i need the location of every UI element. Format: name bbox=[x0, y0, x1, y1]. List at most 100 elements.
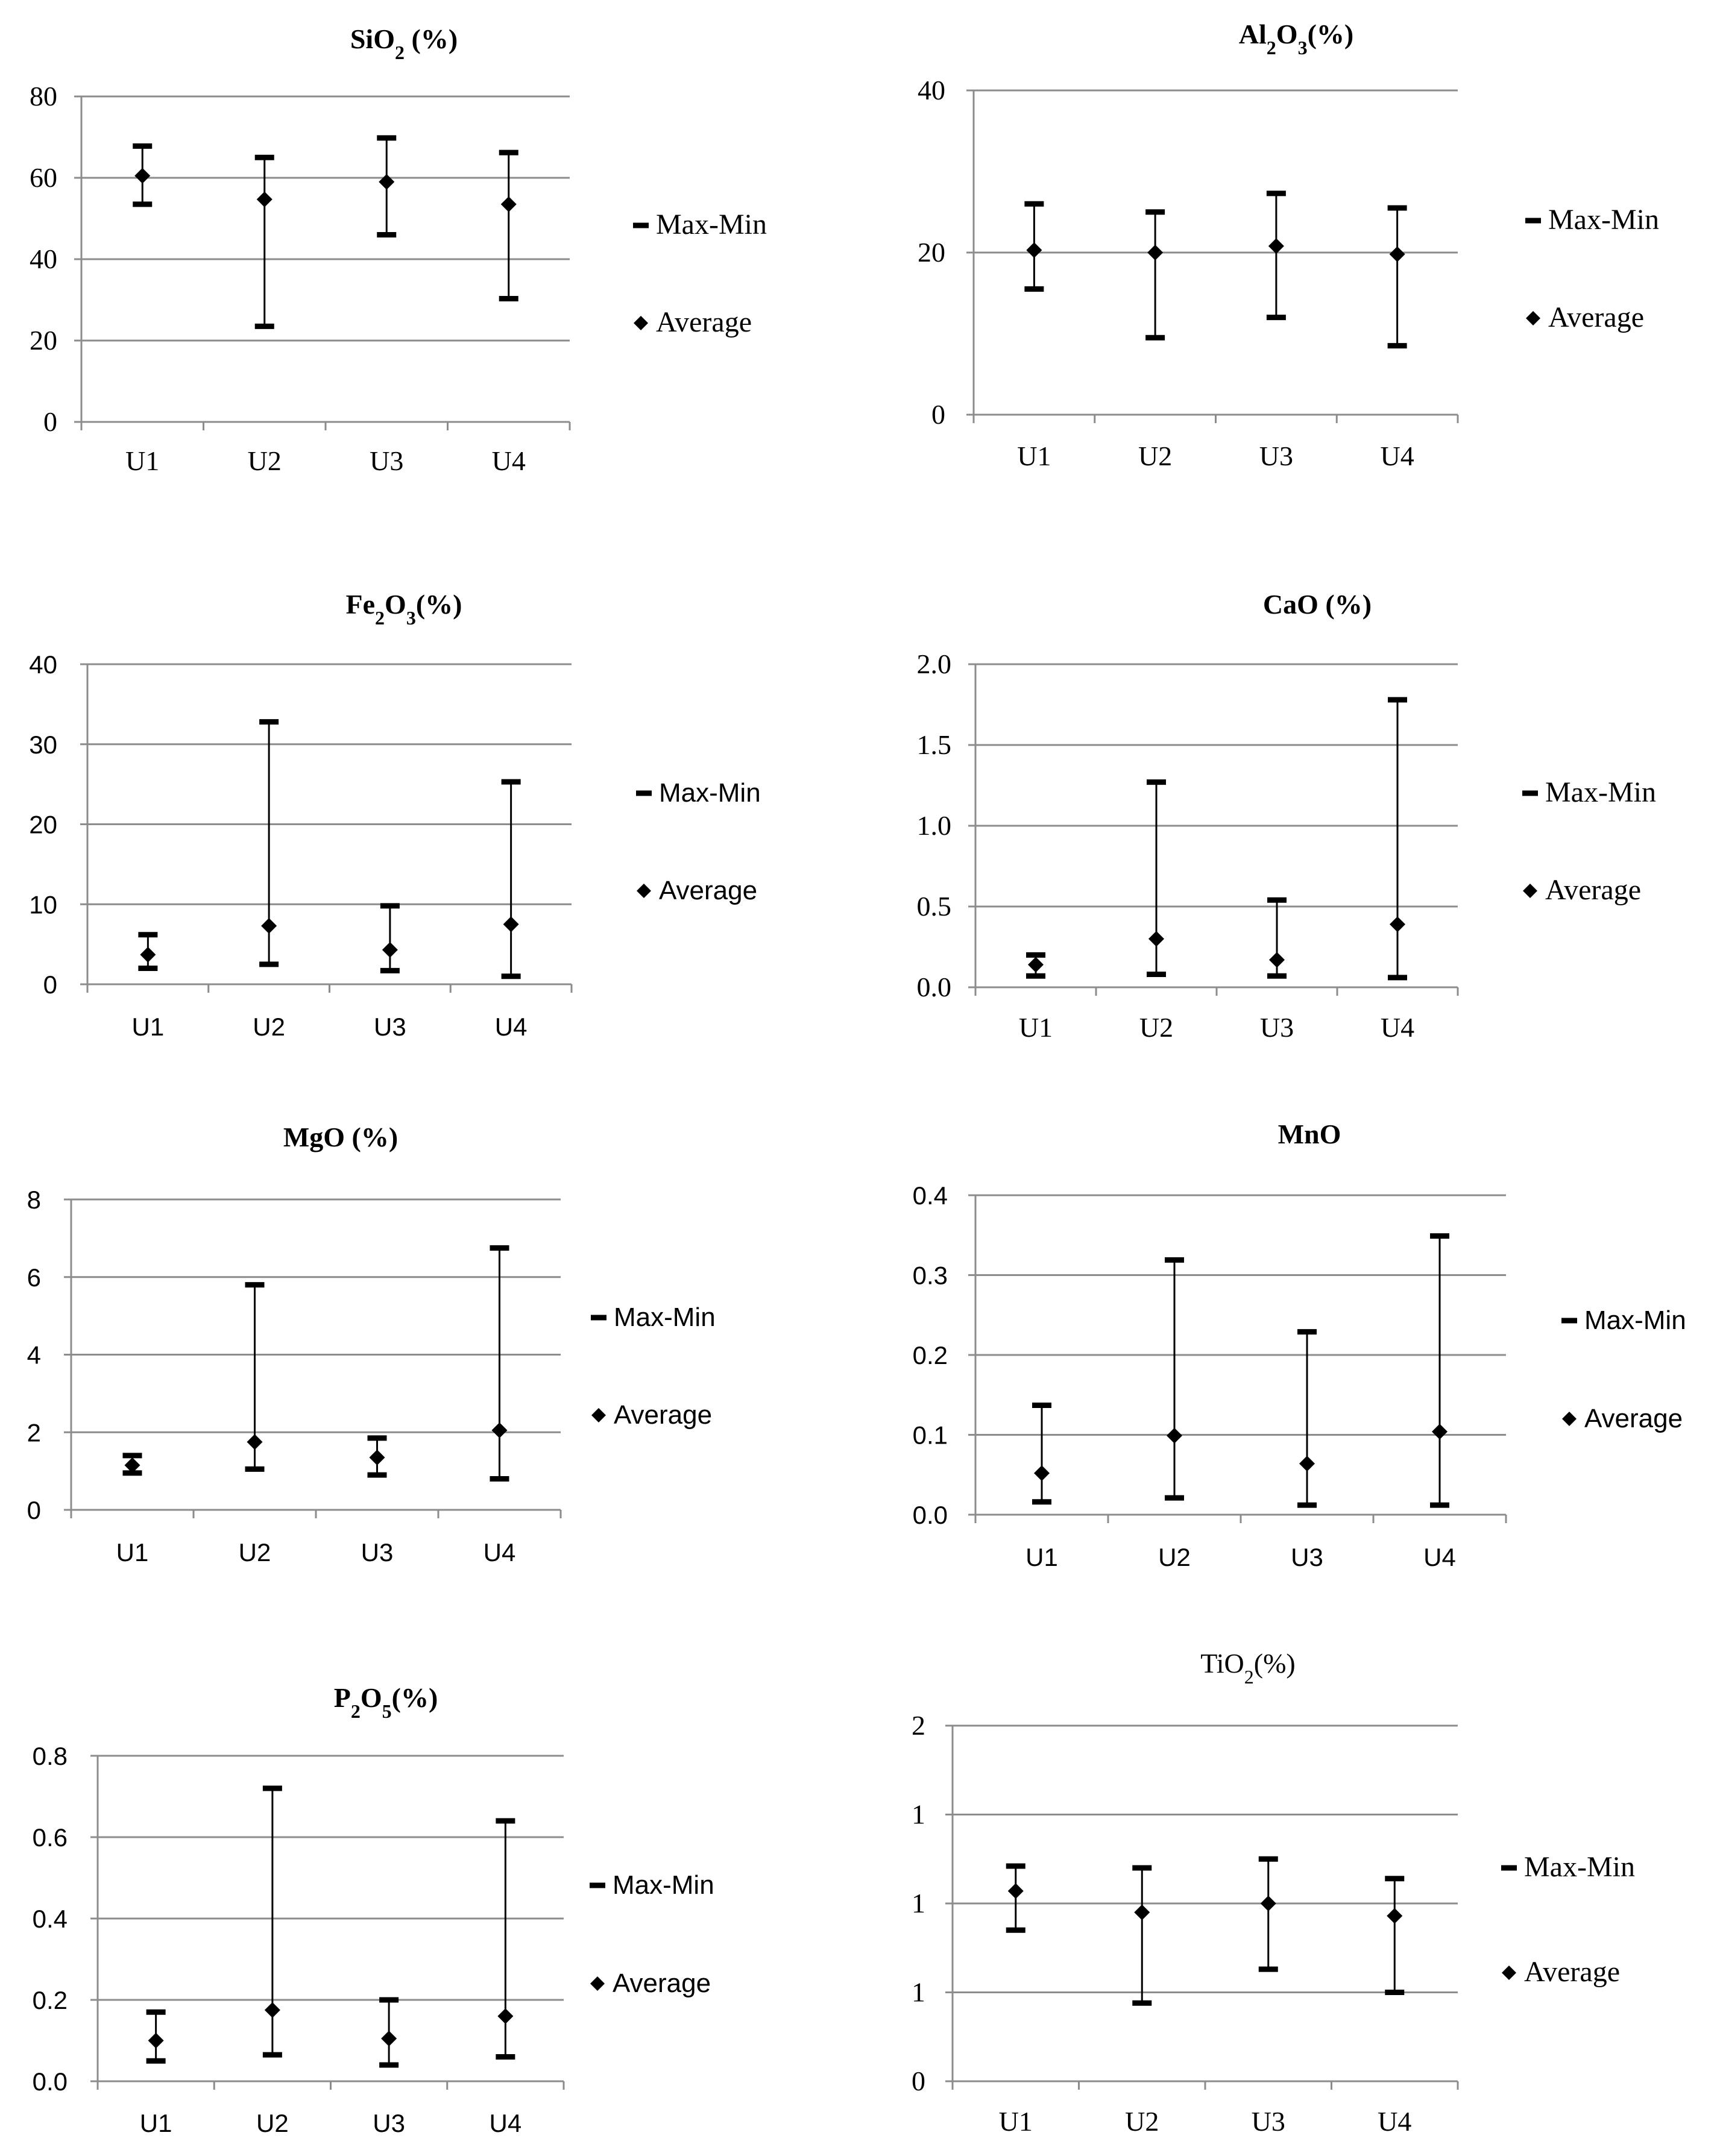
x-tick-label: U4 bbox=[484, 1538, 516, 1567]
x-tick-label: U3 bbox=[1291, 1543, 1323, 1571]
legend-average-symbol bbox=[590, 1976, 605, 1991]
y-tick-label: 0 bbox=[43, 406, 57, 437]
x-tick-label: U3 bbox=[370, 445, 403, 476]
chart-title: MnO bbox=[1278, 1119, 1341, 1149]
average-marker-u2 bbox=[1148, 931, 1164, 947]
legend-average-symbol bbox=[637, 884, 651, 898]
legend-max-min-label: Max-Min bbox=[656, 209, 767, 240]
y-tick-label: 6 bbox=[27, 1263, 41, 1292]
legend-max-min-label: Max-Min bbox=[1548, 204, 1659, 236]
legend-average-symbol bbox=[634, 316, 648, 330]
y-tick-label: 0 bbox=[912, 2066, 925, 2096]
y-tick-label: 40 bbox=[30, 244, 57, 274]
legend-average-label: Average bbox=[1524, 1956, 1620, 1988]
x-tick-label: U4 bbox=[1423, 1543, 1456, 1571]
x-tick-label: U3 bbox=[373, 2109, 405, 2137]
y-tick-label: 60 bbox=[30, 162, 57, 193]
legend-average-label: Average bbox=[659, 876, 757, 905]
x-tick-label: U3 bbox=[1252, 2106, 1285, 2137]
y-tick-label: 0.4 bbox=[913, 1181, 948, 1210]
average-marker-u1 bbox=[1034, 1465, 1050, 1482]
chart-panel-5: MgO (%) 0 2 4 6 8 U1 U2 U3 U4 Max-Min Average bbox=[27, 1122, 716, 1567]
average-marker-u1 bbox=[148, 2032, 164, 2049]
legend: Max-Min Average bbox=[633, 209, 767, 338]
y-tick-label: 0.2 bbox=[913, 1341, 948, 1369]
legend-average-label: Average bbox=[613, 1969, 711, 1998]
average-marker-u4 bbox=[1389, 246, 1405, 262]
chart-panel-6: MnO 0.0 0.1 0.2 0.3 0.4 U1 U2 U3 U4 Max-Min Average bbox=[913, 1119, 1686, 1571]
chart-title: TiO2(%) bbox=[1200, 1648, 1295, 1688]
y-tick-label: 20 bbox=[30, 325, 57, 356]
legend-average-label: Average bbox=[1548, 301, 1644, 333]
x-tick-label: U1 bbox=[140, 2109, 172, 2137]
y-tick-label: 40 bbox=[918, 75, 945, 105]
average-marker-u1 bbox=[1007, 1883, 1024, 1899]
y-tick-label: 10 bbox=[29, 890, 57, 919]
x-tick-label: U1 bbox=[125, 445, 159, 476]
x-tick-label: U1 bbox=[1017, 441, 1051, 471]
chart-title: MgO (%) bbox=[283, 1122, 398, 1152]
x-tick-label: U2 bbox=[1125, 2106, 1159, 2137]
average-marker-u2 bbox=[256, 191, 273, 207]
x-tick-label: U4 bbox=[490, 2109, 522, 2137]
chart-panel-8: TiO2(%) 0 1 1 1 2 U1 U2 U3 U4 Max-Min Average bbox=[912, 1648, 1635, 2137]
x-tick-label: U2 bbox=[256, 2109, 289, 2137]
average-marker-u4 bbox=[1390, 916, 1405, 932]
legend: Max-Min Average bbox=[1501, 1851, 1635, 1988]
y-tick-label: 0 bbox=[931, 399, 945, 430]
y-tick-label: 4 bbox=[27, 1341, 41, 1369]
legend-max-min-label: Max-Min bbox=[1524, 1851, 1635, 1883]
y-tick-label: 2.0 bbox=[917, 649, 952, 679]
x-tick-label: U2 bbox=[1158, 1543, 1191, 1571]
legend-max-min-label: Max-Min bbox=[613, 1870, 714, 1900]
x-tick-label: U4 bbox=[492, 445, 526, 476]
average-marker-u1 bbox=[1026, 242, 1042, 258]
x-tick-label: U4 bbox=[1381, 441, 1414, 471]
chart-panel-7: P2O5(%) 0.0 0.2 0.4 0.6 0.8 U1 U2 U3 U4 Max-Min Ave… bbox=[33, 1682, 714, 2137]
legend-average-symbol bbox=[1562, 1412, 1577, 1426]
y-tick-label: 0.4 bbox=[33, 1905, 68, 1933]
legend: Max-Min Average bbox=[591, 1303, 716, 1430]
y-tick-label: 80 bbox=[30, 81, 57, 112]
y-tick-label: 0 bbox=[27, 1496, 41, 1524]
legend: Max-Min Average bbox=[636, 778, 761, 905]
y-tick-label: 0.3 bbox=[913, 1262, 948, 1290]
average-marker-u4 bbox=[500, 196, 517, 212]
y-tick-label: 30 bbox=[29, 731, 57, 759]
chart-title: Al2O3(%) bbox=[1239, 19, 1353, 58]
chart-title: CaO (%) bbox=[1263, 589, 1372, 620]
y-tick-label: 0.0 bbox=[913, 1501, 948, 1529]
y-tick-label: 0.0 bbox=[917, 972, 952, 1002]
chart-panel-1: SiO2 (%) 0 20 40 60 80 U1 U2 U3 U4 Max-Min Average bbox=[30, 24, 767, 476]
chart-panel-2: Al2O3(%) 0 20 40 U1 U2 U3 U4 Max-Min Average bbox=[918, 19, 1659, 471]
legend: Max-Min Average bbox=[1522, 776, 1656, 906]
average-marker-u2 bbox=[264, 2002, 280, 2018]
legend-average-label: Average bbox=[1584, 1404, 1683, 1433]
legend-average-label: Average bbox=[1545, 874, 1641, 906]
chart-title: Fe2O3(%) bbox=[346, 589, 462, 629]
legend: Max-Min Average bbox=[590, 1870, 714, 1998]
y-tick-label: 0.1 bbox=[913, 1421, 948, 1450]
average-marker-u4 bbox=[491, 1422, 508, 1439]
legend: Max-Min Average bbox=[1525, 204, 1659, 333]
x-tick-label: U1 bbox=[132, 1013, 165, 1041]
chart-panel-3: Fe2O3(%) 0 10 20 30 40 U1 U2 U3 U4 Max-Min Average bbox=[29, 589, 760, 1041]
y-tick-label: 1 bbox=[912, 1799, 925, 1830]
y-tick-label: 0.5 bbox=[917, 891, 952, 922]
y-tick-label: 1 bbox=[912, 1888, 925, 1919]
y-tick-label: 40 bbox=[29, 650, 57, 679]
y-tick-label: 1 bbox=[912, 1977, 925, 2008]
x-tick-label: U3 bbox=[361, 1538, 394, 1567]
legend-max-min-label: Max-Min bbox=[614, 1303, 716, 1332]
y-tick-label: 20 bbox=[918, 237, 945, 268]
average-marker-u2 bbox=[1167, 1427, 1182, 1444]
x-tick-label: U4 bbox=[1378, 2106, 1411, 2137]
x-tick-label: U4 bbox=[1381, 1012, 1414, 1043]
average-marker-u2 bbox=[1134, 1904, 1150, 1920]
x-tick-label: U1 bbox=[1025, 1543, 1058, 1571]
y-tick-label: 20 bbox=[29, 811, 57, 839]
y-tick-label: 2 bbox=[912, 1710, 925, 1741]
y-tick-label: 0 bbox=[43, 970, 57, 999]
chart-panel-4: CaO (%) 0.0 0.5 1.0 1.5 2.0 U1 U2 U3 U4 Max-Min Ave… bbox=[917, 589, 1656, 1043]
y-tick-label: 8 bbox=[27, 1186, 41, 1214]
